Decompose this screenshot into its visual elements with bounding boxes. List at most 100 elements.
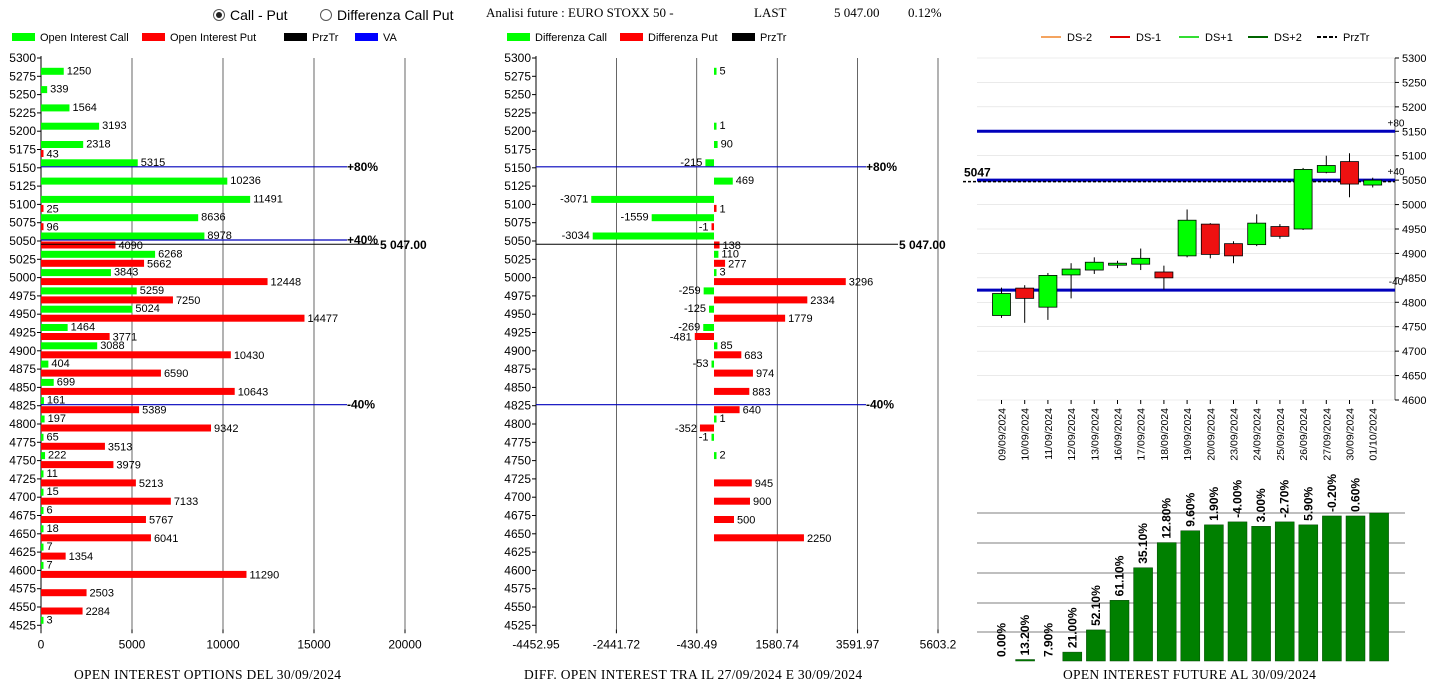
oi-call-bar <box>41 470 44 478</box>
diff-call-bar <box>714 67 717 75</box>
oi-y-tick-label: 4950 <box>9 307 36 321</box>
candle-body <box>1061 268 1081 276</box>
diff-call-value: 1 <box>720 413 726 425</box>
diff-put-bar <box>714 516 734 523</box>
diff-y-tick-label: 4675 <box>504 509 531 523</box>
oi-call-bar <box>41 86 48 94</box>
candle-y-tick-label: 4700 <box>1402 346 1426 358</box>
candle-price-label: 5047 <box>964 166 991 180</box>
oi-legend-swatch-2 <box>284 33 307 41</box>
diff-call-bar <box>714 415 717 423</box>
candle-legend-label-2: DS+1 <box>1205 32 1233 44</box>
oi-call-bar <box>41 360 49 368</box>
diff-call-bar <box>714 250 719 258</box>
diff-call-value: -1559 <box>621 212 649 224</box>
diff-put-value: 1779 <box>788 313 812 325</box>
candle-legend-label-4: PrzTr <box>1343 32 1370 44</box>
diff-put-value: 2334 <box>810 295 834 307</box>
diff-put-bar <box>714 497 750 505</box>
oi-call-bar <box>41 488 44 496</box>
oi-put-value: 5213 <box>139 478 163 490</box>
diff-put-value: 900 <box>753 496 771 508</box>
candle-body <box>1247 222 1267 246</box>
foi-bar <box>1322 515 1342 662</box>
oi-call-bar <box>41 397 44 405</box>
oi-legend-label-0: Open Interest Call <box>40 32 129 44</box>
foi-bar <box>1109 600 1130 662</box>
oi-x-tick-label: 0 <box>38 637 45 651</box>
oi-put-bar <box>41 241 116 249</box>
diff-call-bar <box>703 287 715 295</box>
diff-y-tick-label: 5125 <box>504 179 531 193</box>
diff-put-value: 3296 <box>849 277 873 289</box>
candle-x-tick-label: 19/09/2024 <box>1182 408 1194 461</box>
diff-put-bar <box>714 479 752 487</box>
oi-put-bar <box>41 278 268 286</box>
diff-open-interest-chart: Differenza Call Differenza Put PrzTr -4452.… <box>504 32 956 651</box>
oi-put-value: 12448 <box>271 277 302 289</box>
diff-y-tick-label: 5000 <box>504 271 531 285</box>
radio-call-put-dot[interactable] <box>213 9 225 21</box>
oi-put-bar <box>41 369 161 377</box>
candle-body <box>1084 261 1104 271</box>
candle-body <box>1038 275 1058 308</box>
diff-y-tick-label: 5075 <box>504 216 531 230</box>
diff-call-value: 5 <box>720 65 726 77</box>
radio-diff-label: Differenza Call Put <box>337 7 454 23</box>
foi-bar <box>1015 659 1035 662</box>
candle-y-tick-label: 5100 <box>1402 151 1426 163</box>
candle-y-tick-label: 5250 <box>1402 77 1426 89</box>
candle-x-tick-label: 26/09/2024 <box>1298 408 1310 461</box>
candle-body <box>1131 257 1151 265</box>
foi-bar-label: 7.90% <box>1042 623 1056 657</box>
oi-put-bar <box>41 516 146 523</box>
diff-y-tick-label: 5250 <box>504 88 531 102</box>
oi-put-value: 4090 <box>118 240 142 252</box>
oi-call-value: 339 <box>50 84 68 96</box>
candle-body <box>1363 179 1383 186</box>
diff-call-value: 85 <box>720 340 732 352</box>
oi-y-tick-label: 5250 <box>9 88 36 102</box>
oi-call-bar <box>41 122 100 130</box>
diff-y-tick-label: 5100 <box>504 197 531 211</box>
candle-x-tick-label: 30/09/2024 <box>1345 408 1357 461</box>
diff-call-bar <box>705 159 715 167</box>
diff-call-value: -1 <box>699 431 709 443</box>
diff-put-bar <box>714 314 786 322</box>
oi-call-value: 11491 <box>253 193 283 205</box>
radio-call-put[interactable]: Call - Put <box>213 7 288 23</box>
diff-y-tick-label: 4850 <box>504 380 531 394</box>
foi-bar-label: -4.00% <box>1231 480 1245 518</box>
diff-call-value: -125 <box>684 303 706 315</box>
diff-y-tick-label: 4750 <box>504 454 531 468</box>
radio-diff[interactable]: Differenza Call Put <box>320 7 453 23</box>
diff-put-value: 500 <box>737 515 755 527</box>
caption-diff-open-interest: DIFF. OPEN INTEREST TRA IL 27/09/2024 E … <box>524 667 863 682</box>
oi-put-value: 9342 <box>214 423 238 435</box>
oi-legend-swatch-3 <box>355 33 378 41</box>
diff-y-tick-label: 4525 <box>504 618 531 632</box>
diff-call-bar <box>714 141 718 148</box>
diff-x-tick-label: -4452.95 <box>512 637 560 651</box>
oi-call-bar <box>41 287 137 295</box>
diff-put-bar <box>714 204 717 212</box>
diff-call-value: 2 <box>720 450 726 462</box>
diff-call-value: 469 <box>736 175 754 187</box>
oi-call-bar <box>41 159 138 167</box>
oi-legend-label-1: Open Interest Put <box>170 32 256 44</box>
oi-put-bar <box>41 351 231 359</box>
foi-bar <box>1345 515 1366 662</box>
foi-bar-label: 3.00% <box>1254 488 1268 522</box>
oi-call-value: 1564 <box>72 102 96 114</box>
diff-y-tick-label: 5025 <box>504 252 531 266</box>
diff-call-bar <box>703 324 715 331</box>
oi-call-value: 10236 <box>230 175 261 187</box>
candle-y-tick-label: 4850 <box>1402 273 1426 285</box>
diff-put-value: 277 <box>728 258 746 270</box>
diff-put-bar <box>714 278 846 286</box>
radio-diff-dot[interactable] <box>320 9 332 21</box>
future-open-interest-chart: 0.00% 13.20% 7.90% 21.00% 52.10% 61.10% 35.10%… <box>977 474 1405 662</box>
oi-put-value: 3771 <box>113 332 137 344</box>
oi-price-label: 5 047.00 <box>380 238 427 252</box>
diff-put-value: -481 <box>670 332 692 344</box>
